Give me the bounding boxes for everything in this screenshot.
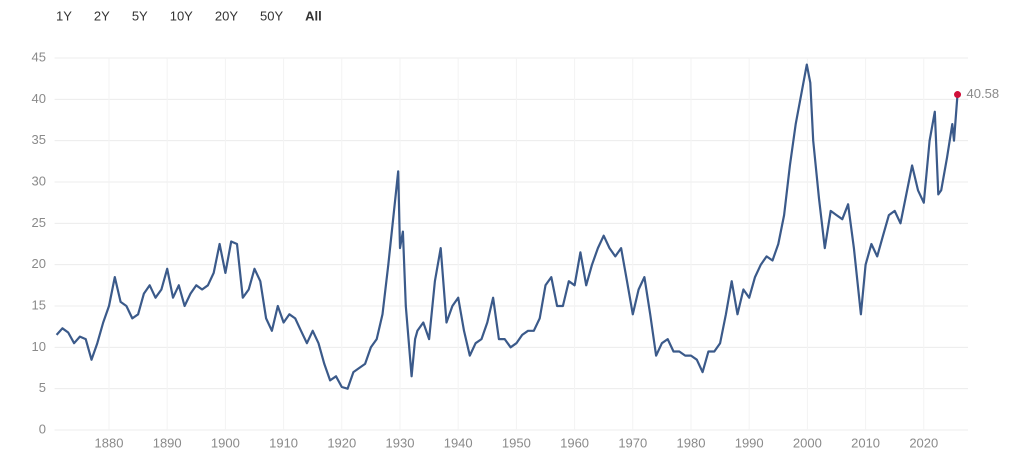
- y-tick-label: 15: [32, 297, 46, 312]
- range-button[interactable]: 10Y: [170, 8, 193, 23]
- x-tick-label: 2010: [851, 435, 880, 450]
- x-tick-label: 1950: [502, 435, 531, 450]
- y-tick-label: 40: [32, 91, 46, 106]
- range-button[interactable]: 2Y: [94, 8, 110, 23]
- x-tick-label: 1910: [269, 435, 298, 450]
- y-tick-label: 20: [32, 256, 46, 271]
- y-tick-label: 30: [32, 173, 46, 188]
- range-button[interactable]: 50Y: [260, 8, 283, 23]
- end-value-label: 40.58: [967, 86, 1000, 101]
- y-tick-label: 25: [32, 215, 46, 230]
- x-tick-label: 1970: [618, 435, 647, 450]
- y-tick-label: 5: [39, 380, 46, 395]
- x-tick-label: 1980: [677, 435, 706, 450]
- range-button[interactable]: 1Y: [56, 8, 72, 23]
- data-line: [55, 63, 959, 390]
- x-tick-label: 1960: [560, 435, 589, 450]
- x-tick-label: 1920: [327, 435, 356, 450]
- x-tick-label: 1880: [95, 435, 124, 450]
- range-button[interactable]: 5Y: [132, 8, 148, 23]
- x-tick-label: 1900: [211, 435, 240, 450]
- x-tick-label: 1940: [444, 435, 473, 450]
- y-tick-label: 45: [32, 49, 46, 64]
- end-marker: [954, 91, 962, 99]
- x-tick-label: 1930: [386, 435, 415, 450]
- y-tick-label: 35: [32, 132, 46, 147]
- range-button[interactable]: 20Y: [215, 8, 238, 23]
- x-tick-label: 2020: [909, 435, 938, 450]
- range-button[interactable]: All: [305, 8, 322, 23]
- x-tick-label: 1890: [153, 435, 182, 450]
- x-tick-label: 2000: [793, 435, 822, 450]
- y-tick-label: 0: [39, 421, 46, 436]
- y-tick-label: 10: [32, 339, 46, 354]
- x-tick-label: 1990: [735, 435, 764, 450]
